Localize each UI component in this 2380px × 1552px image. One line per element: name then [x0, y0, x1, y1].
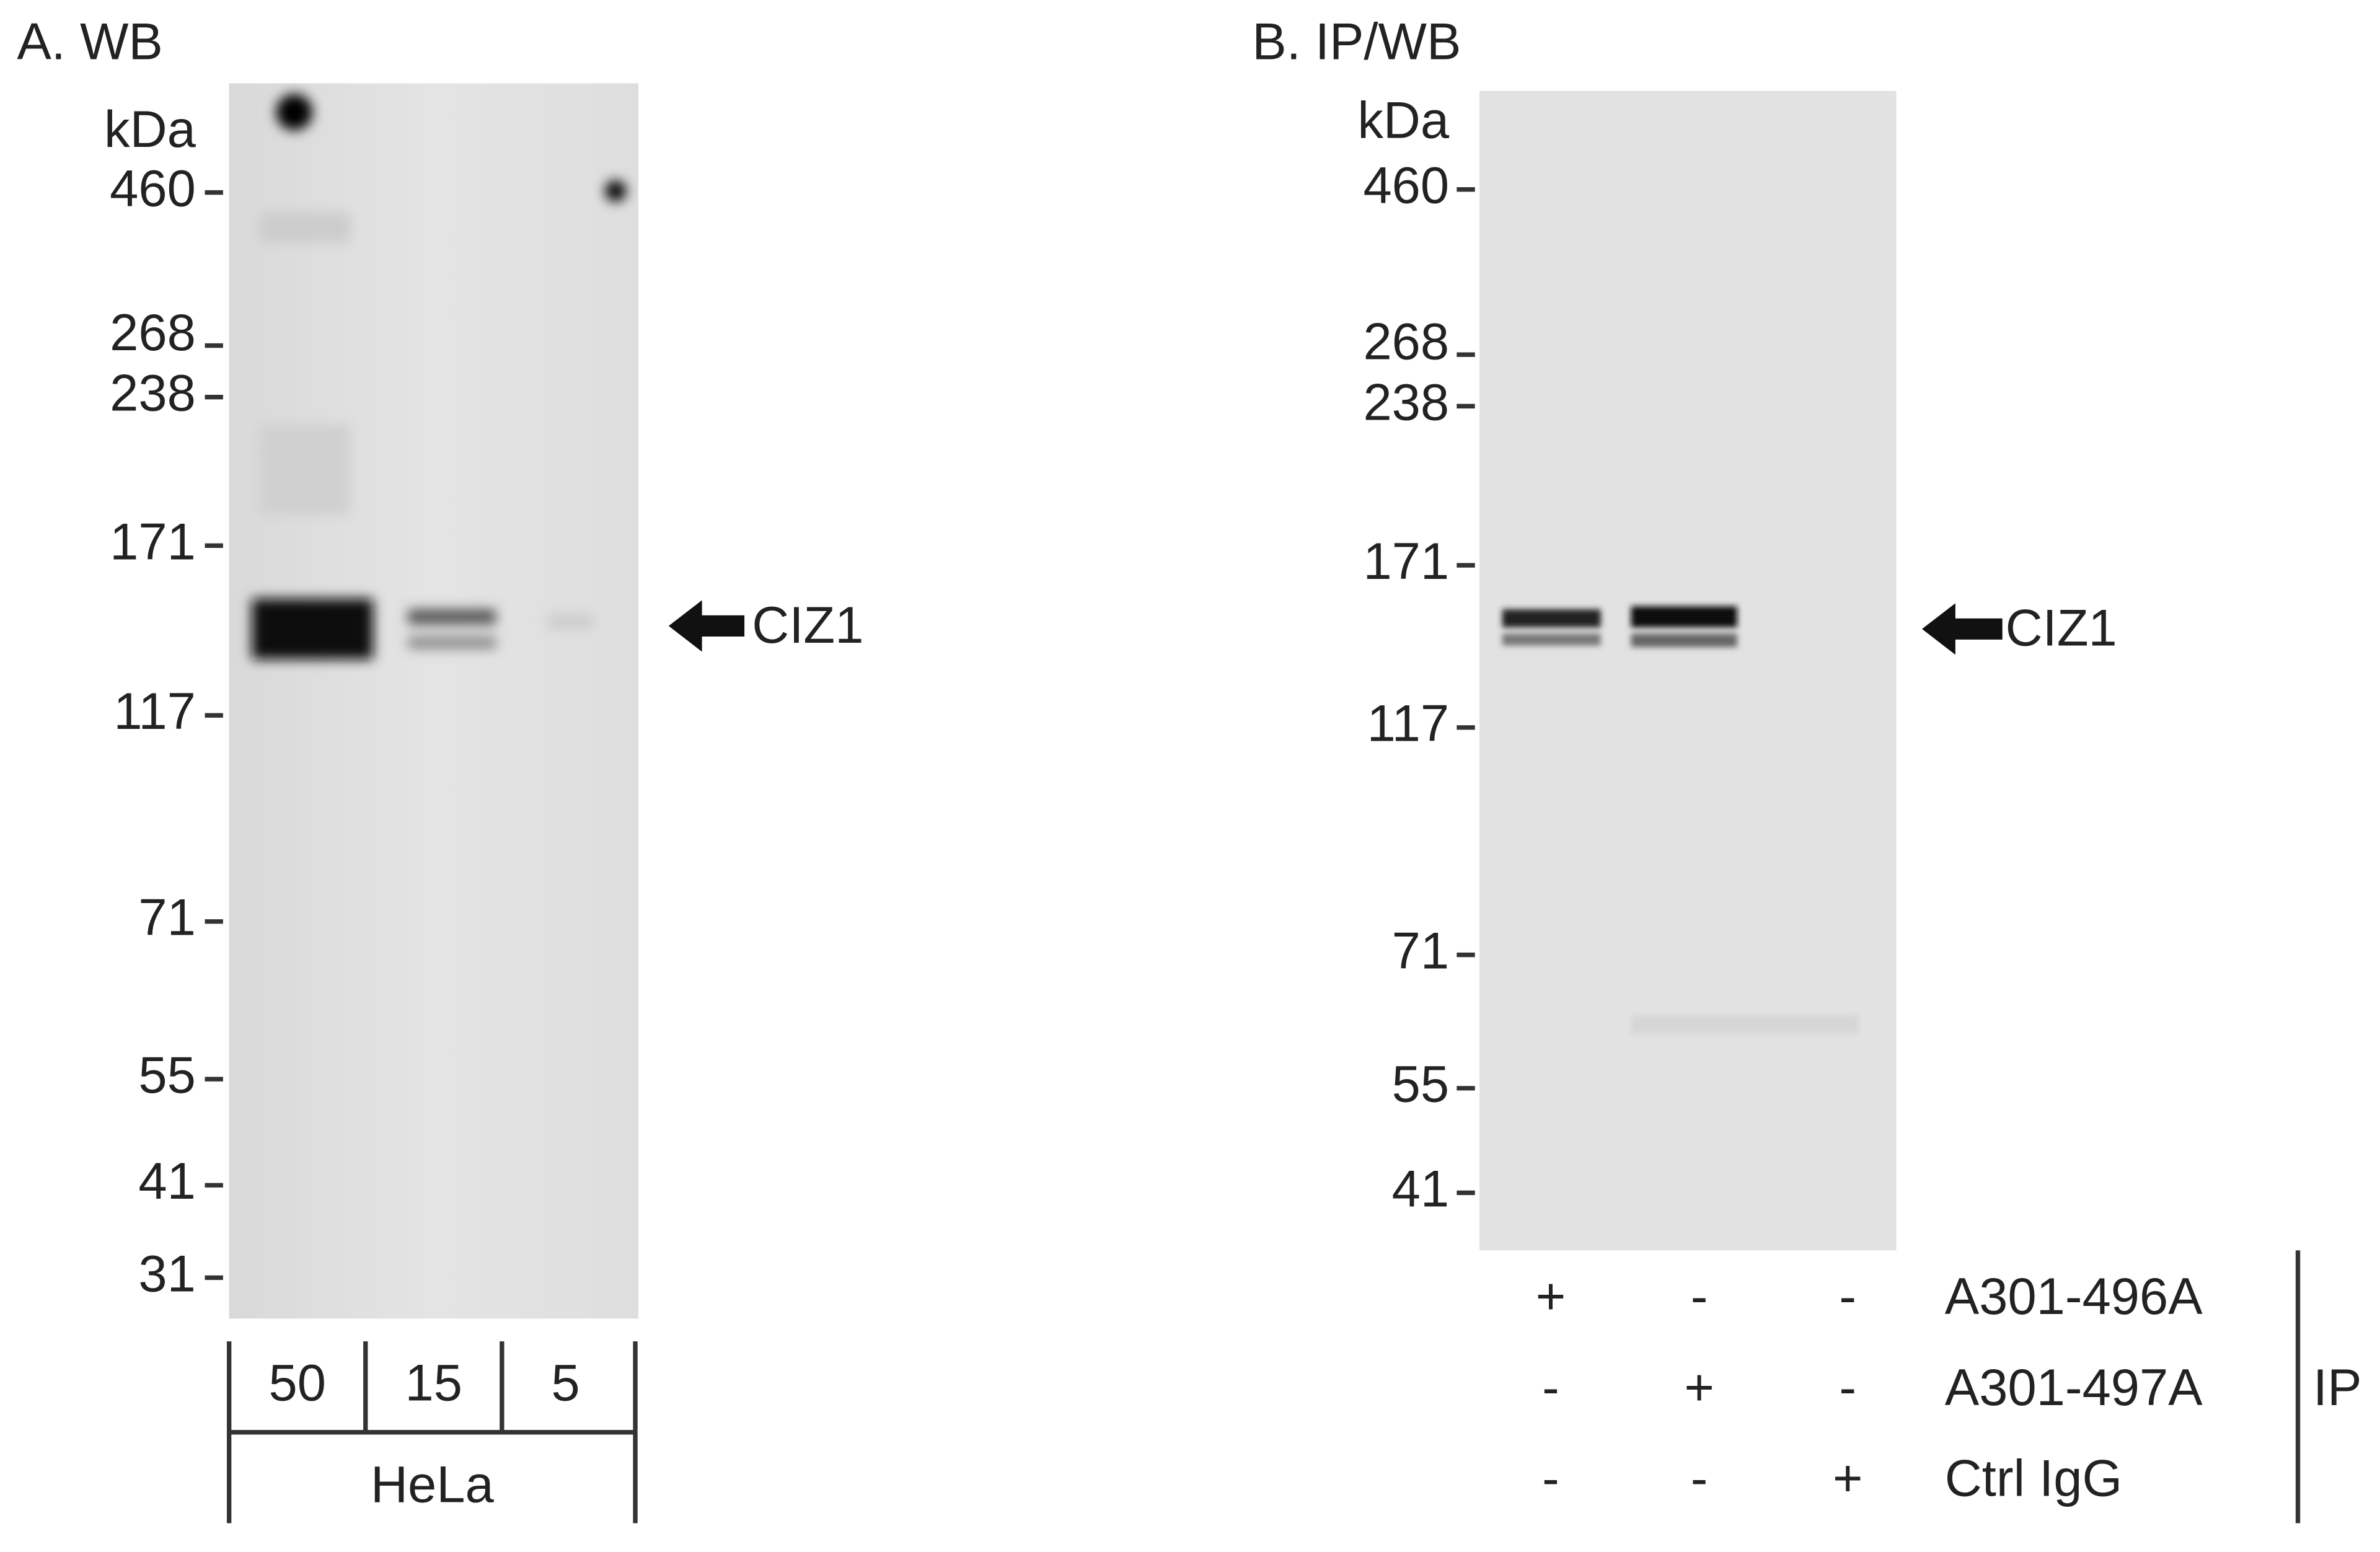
lane-label: 50: [268, 1354, 325, 1411]
panel-title: B. IP/WB: [1252, 12, 1461, 70]
marker-label: 268: [1363, 313, 1449, 371]
marker-label: 268: [110, 304, 196, 361]
lane-table: [227, 1341, 638, 1523]
ip-mark: -: [1839, 1268, 1856, 1325]
ip-mark: -: [1691, 1449, 1708, 1507]
row-label: A301-497A: [1945, 1359, 2203, 1416]
marker-label: 117: [113, 682, 196, 740]
ip-mark: +: [1684, 1359, 1714, 1416]
arrow: [668, 600, 745, 652]
row-label: Ctrl IgG: [1945, 1449, 2122, 1507]
ip-mark: +: [1833, 1449, 1863, 1507]
lane-label: 5: [551, 1354, 580, 1411]
band-label: CIZ1: [752, 596, 863, 654]
marker-label: 71: [138, 889, 195, 946]
blot: [229, 83, 638, 1319]
ip-mark: +: [1536, 1268, 1566, 1325]
marker-label: 171: [110, 513, 196, 570]
marker-label: 31: [138, 1245, 195, 1302]
group-label: IP: [2313, 1359, 2362, 1416]
marker-label: 171: [1363, 532, 1449, 590]
panel-title: A. WB: [17, 12, 163, 70]
marker-label: 117: [1367, 695, 1450, 752]
unit-label: kDa: [104, 100, 196, 158]
bands: [252, 94, 627, 659]
lane-label: 15: [405, 1354, 462, 1411]
marker-label: 71: [1392, 922, 1449, 980]
marker-label: 238: [110, 364, 196, 422]
arrow: [1922, 603, 2003, 655]
ip-mark: -: [1542, 1359, 1559, 1416]
marker-label: 55: [138, 1046, 195, 1104]
unit-label: kDa: [1357, 91, 1450, 149]
ip-mark: -: [1691, 1268, 1708, 1325]
marker-label: 55: [1392, 1056, 1449, 1113]
marker-label: 460: [110, 160, 196, 218]
bands: [1502, 606, 1859, 1034]
marker-label: 460: [1363, 157, 1449, 214]
marker-label: 238: [1363, 373, 1449, 431]
marker-label: 41: [1392, 1160, 1449, 1217]
ip-mark: -: [1839, 1359, 1856, 1416]
marker-label: 41: [138, 1152, 195, 1210]
sample-label: HeLa: [371, 1455, 494, 1513]
ip-mark: -: [1542, 1449, 1559, 1507]
row-label: A301-496A: [1945, 1268, 2203, 1325]
blot: [1479, 90, 1897, 1251]
band-label: CIZ1: [2006, 599, 2117, 657]
